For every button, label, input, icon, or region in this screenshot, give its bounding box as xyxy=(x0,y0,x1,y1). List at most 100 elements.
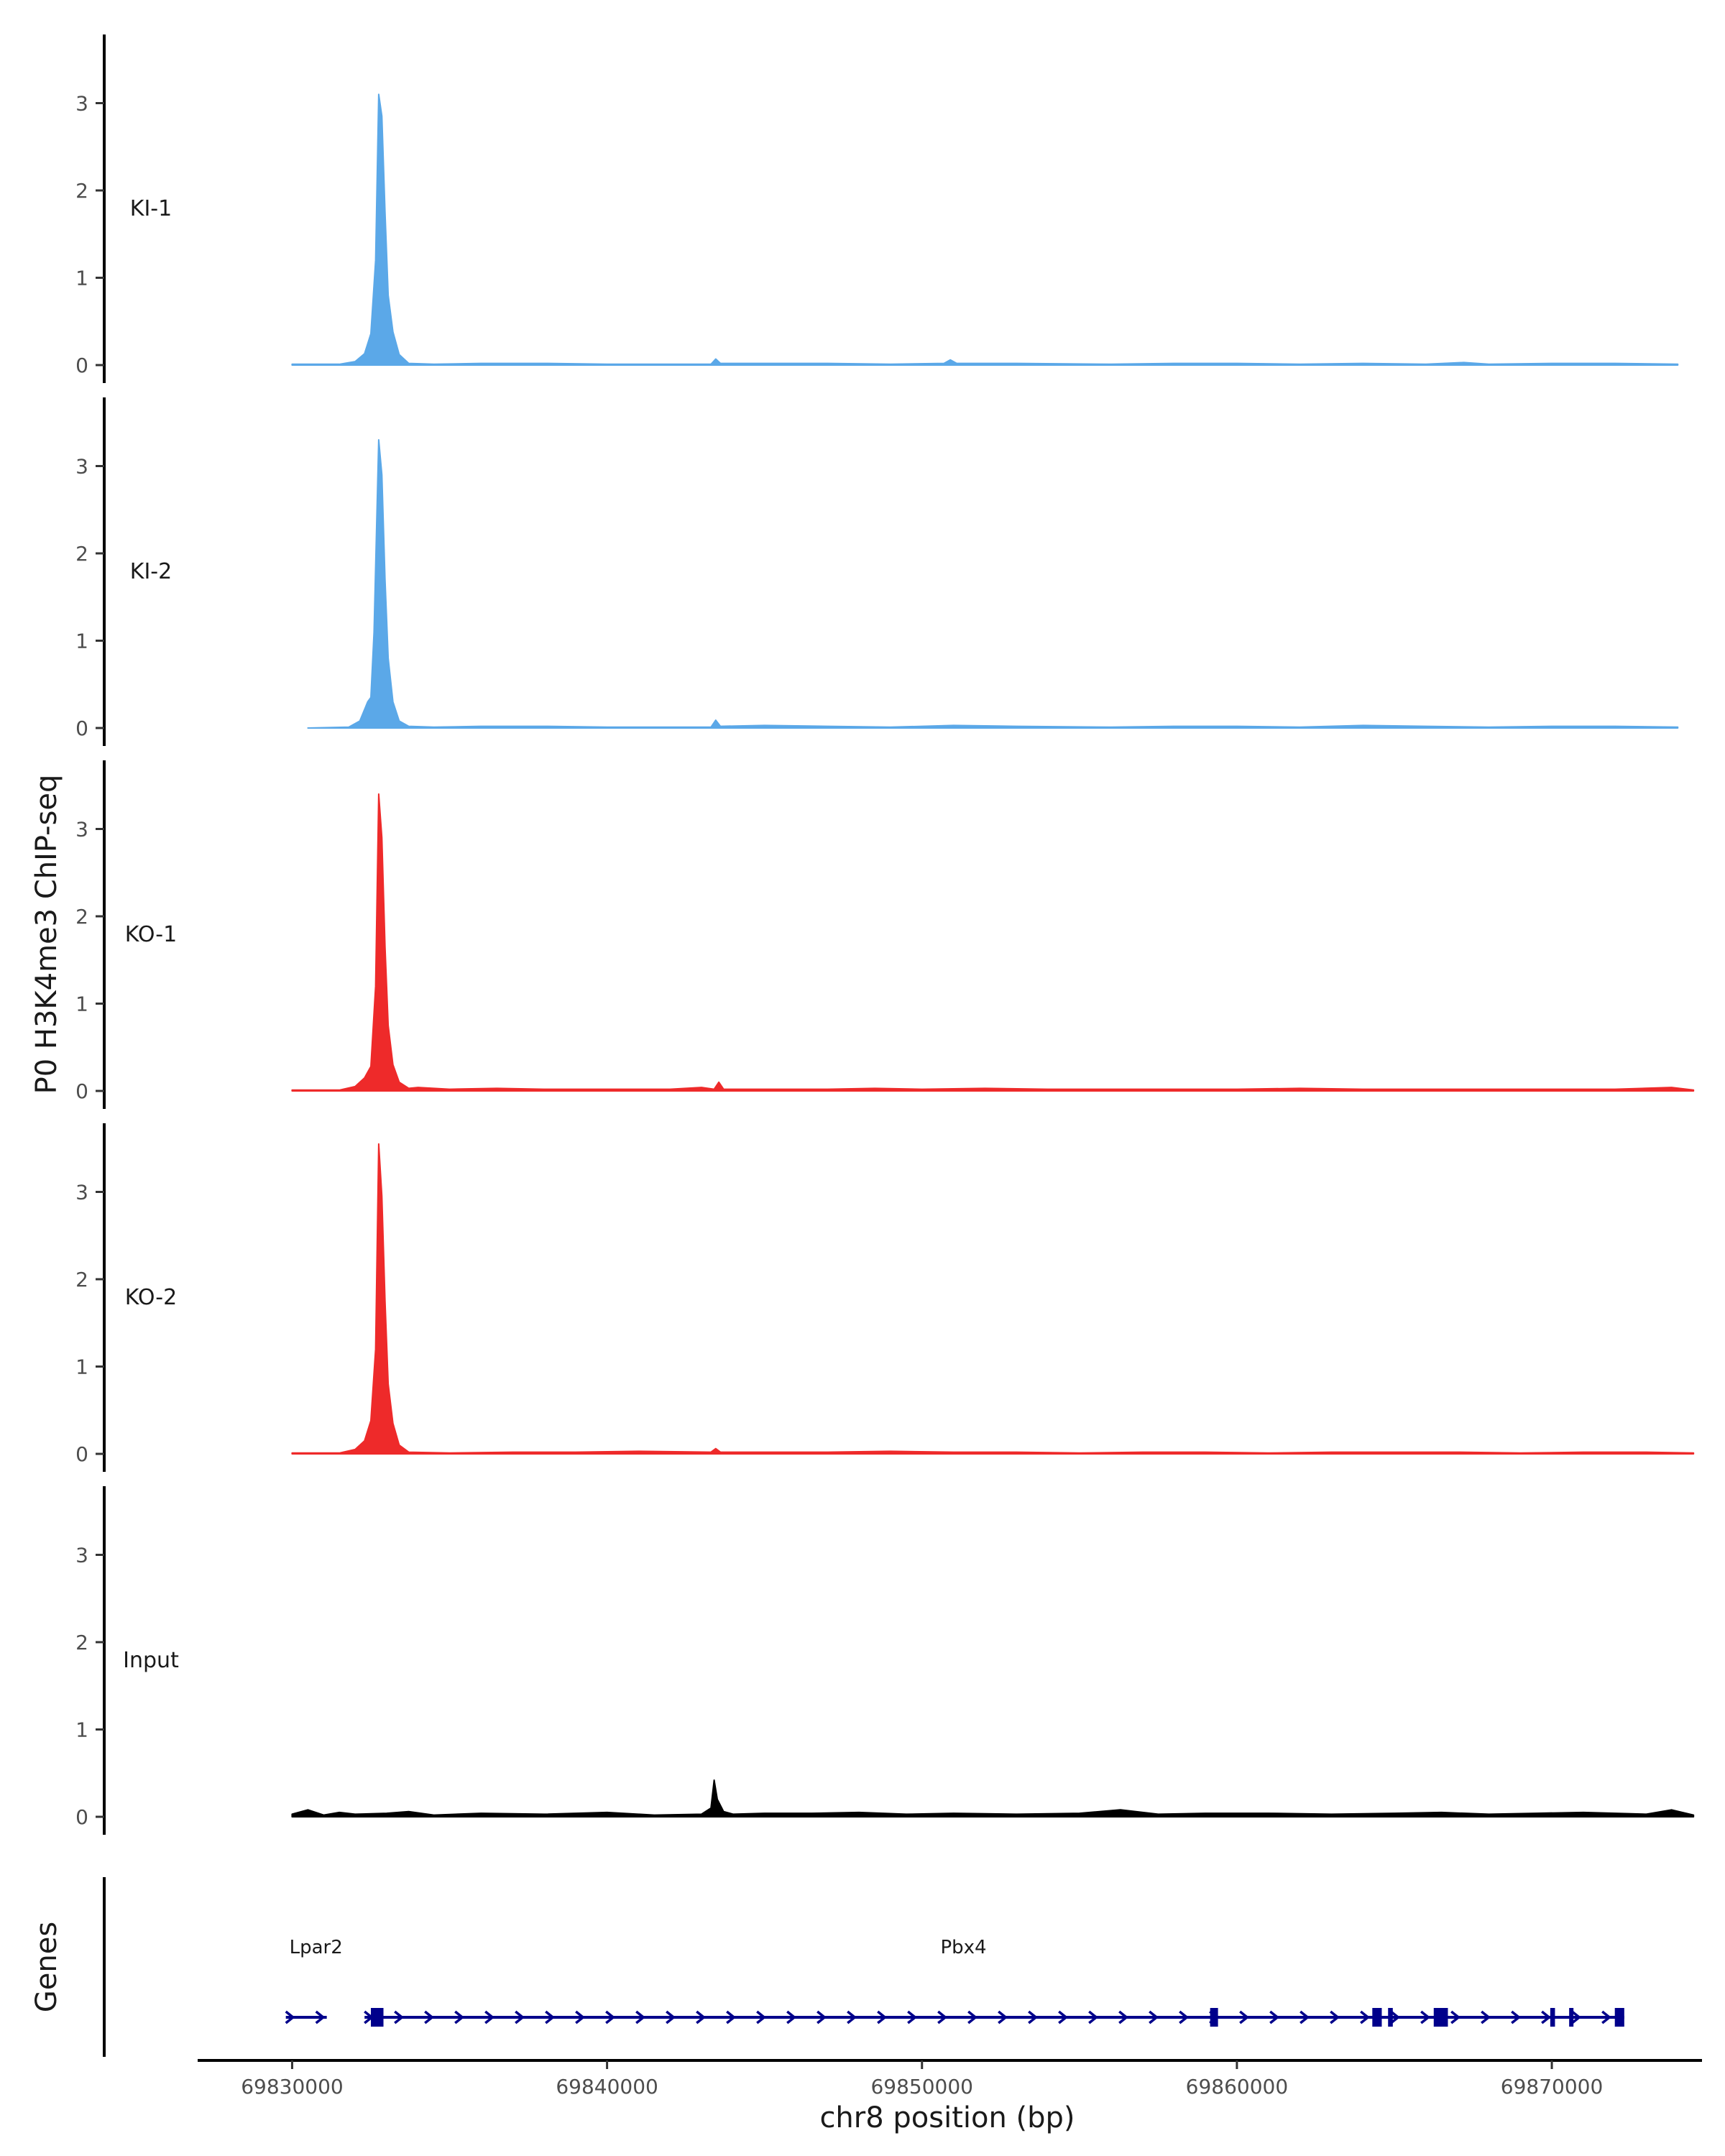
y-tick-label: 1 xyxy=(75,267,88,290)
exon-block xyxy=(1433,2008,1448,2027)
gene-model: Lpar2 xyxy=(285,1937,343,2024)
strand-arrow xyxy=(666,2010,676,2024)
signal-area xyxy=(291,1143,1695,1455)
signal-area xyxy=(291,793,1695,1092)
strand-arrow xyxy=(605,2010,616,2024)
x-axis-title: chr8 position (bp) xyxy=(819,2101,1075,2134)
strand-arrow xyxy=(1149,2010,1159,2024)
strand-arrow xyxy=(1028,2010,1039,2024)
tracks-layer: 0 1 2 3 KI-1 0 1 2 3 KI-2 0 1 2 3 KO-1 0 1 2 3 KO-2 0 1 2 3 Inpu… xyxy=(75,34,1695,1835)
track-panel: 0 1 2 3 KI-2 xyxy=(75,397,1679,746)
strand-arrow xyxy=(1088,2010,1099,2024)
exon-block xyxy=(370,2008,384,2027)
genes-axis-title: Genes xyxy=(30,1922,63,2012)
strand-arrow xyxy=(1481,2010,1491,2024)
signal-area xyxy=(291,93,1679,366)
strand-arrow xyxy=(998,2010,1008,2024)
y-tick-label: 1 xyxy=(75,1718,88,1742)
y-tick-label: 3 xyxy=(75,92,88,116)
strand-arrow xyxy=(1239,2010,1250,2024)
track-label: KI-2 xyxy=(130,559,172,584)
track-label: KI-1 xyxy=(130,196,172,221)
strand-arrow xyxy=(1330,2010,1340,2024)
strand-arrow xyxy=(1058,2010,1069,2024)
x-tick-label: 69850000 xyxy=(870,2075,973,2099)
exon-block xyxy=(1372,2008,1382,2027)
track-panel: 0 1 2 3 KI-1 xyxy=(75,34,1679,383)
strand-arrow xyxy=(1511,2010,1522,2024)
y-tick-label: 3 xyxy=(75,1181,88,1204)
gene-model: Pbx4 xyxy=(364,1937,1624,2027)
y-tick-label: 3 xyxy=(75,1544,88,1567)
y-tick-label: 2 xyxy=(75,179,88,203)
strand-arrow xyxy=(756,2010,767,2024)
strand-arrow xyxy=(1300,2010,1310,2024)
track-label: KO-1 xyxy=(125,922,177,947)
y-tick-label: 2 xyxy=(75,905,88,929)
strand-arrow xyxy=(545,2010,556,2024)
exon-block xyxy=(1388,2008,1393,2027)
strand-arrow xyxy=(696,2010,707,2024)
x-tick-label: 69830000 xyxy=(241,2075,344,2099)
strand-arrow xyxy=(575,2010,586,2024)
strand-arrow xyxy=(937,2010,948,2024)
strand-arrow xyxy=(907,2010,918,2024)
strand-arrow xyxy=(1541,2010,1552,2024)
strand-arrow xyxy=(847,2010,857,2024)
strand-arrow xyxy=(1179,2010,1190,2024)
y-axis-title: P0 H3K4me3 ChIP-seq xyxy=(30,775,63,1095)
strand-arrow xyxy=(967,2010,978,2024)
strand-arrow xyxy=(454,2010,465,2024)
strand-arrow xyxy=(726,2010,737,2024)
strand-arrow xyxy=(515,2010,525,2024)
exon-block xyxy=(1550,2008,1555,2027)
genes-layer: Lpar2 Pbx4 xyxy=(103,1877,1624,2057)
gene-name-label: Pbx4 xyxy=(940,1937,986,1958)
x-tick-label: 69870000 xyxy=(1501,2075,1604,2099)
exon-block xyxy=(1569,2008,1574,2027)
y-tick-label: 1 xyxy=(75,630,88,653)
strand-arrow xyxy=(877,2010,888,2024)
strand-arrow xyxy=(484,2010,495,2024)
strand-arrow xyxy=(1450,2010,1461,2024)
track-panel: 0 1 2 3 KO-1 xyxy=(75,760,1695,1109)
strand-arrow xyxy=(1601,2010,1612,2024)
strand-arrow xyxy=(786,2010,797,2024)
strand-arrow xyxy=(1360,2010,1371,2024)
y-tick-label: 2 xyxy=(75,1631,88,1654)
gene-name-label: Lpar2 xyxy=(290,1937,343,1958)
y-tick-label: 0 xyxy=(75,1442,88,1466)
y-tick-label: 2 xyxy=(75,1268,88,1291)
exon-block xyxy=(1210,2008,1218,2027)
strand-arrow xyxy=(635,2010,646,2024)
strand-arrow xyxy=(1571,2010,1582,2024)
y-tick-label: 0 xyxy=(75,1079,88,1103)
strand-arrow xyxy=(424,2010,435,2024)
strand-arrow xyxy=(1390,2010,1401,2024)
x-tick-label: 69840000 xyxy=(556,2075,658,2099)
strand-arrow xyxy=(1269,2010,1280,2024)
exon-block xyxy=(1614,2008,1624,2027)
y-tick-label: 3 xyxy=(75,455,88,479)
strand-arrow xyxy=(285,2010,295,2024)
x-axis: 69830000 69840000 69850000 69860000 69870000 xyxy=(198,2059,1702,2099)
track-label: Input xyxy=(123,1648,179,1673)
y-tick-label: 2 xyxy=(75,542,88,566)
y-tick-label: 3 xyxy=(75,818,88,842)
signal-area xyxy=(291,1779,1695,1818)
x-tick-label: 69860000 xyxy=(1186,2075,1289,2099)
strand-arrow xyxy=(315,2010,326,2024)
y-tick-label: 0 xyxy=(75,354,88,377)
strand-arrow xyxy=(1420,2010,1431,2024)
strand-arrow xyxy=(1118,2010,1129,2024)
strand-arrow xyxy=(394,2010,405,2024)
y-tick-label: 0 xyxy=(75,1805,88,1829)
y-tick-label: 1 xyxy=(75,992,88,1016)
signal-area xyxy=(307,439,1679,729)
y-tick-label: 0 xyxy=(75,717,88,740)
strand-arrow xyxy=(816,2010,827,2024)
y-tick-label: 1 xyxy=(75,1355,88,1379)
track-panel: 0 1 2 3 Input xyxy=(75,1486,1695,1835)
track-panel: 0 1 2 3 KO-2 xyxy=(75,1123,1695,1472)
